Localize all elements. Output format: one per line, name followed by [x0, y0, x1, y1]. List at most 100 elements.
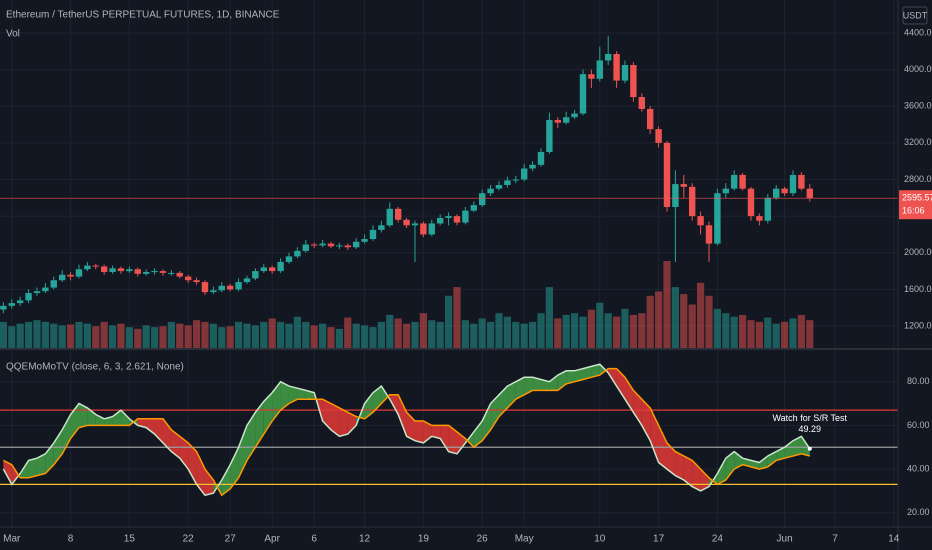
candle-body: [537, 152, 545, 165]
volume-bar: [764, 317, 772, 348]
qqe-fill: [725, 451, 735, 481]
qqe-fill: [347, 412, 357, 435]
x-tick-label: May: [515, 534, 534, 545]
candle-body: [562, 117, 570, 123]
volume-bar: [16, 323, 24, 348]
candle-body: [84, 265, 91, 270]
x-tick-label: 15: [124, 534, 136, 545]
candle-body: [142, 271, 150, 274]
volume-bar: [688, 304, 696, 348]
volume-bar: [528, 321, 537, 348]
candle-body: [663, 142, 671, 207]
volume-bar: [705, 295, 713, 348]
volume-bar: [537, 313, 545, 348]
candle-body: [588, 74, 595, 79]
indicator-title: QQEMoMoTV (close, 6, 3, 2.621, None): [6, 362, 184, 373]
qqe-fill: [759, 455, 768, 470]
volume-bar: [134, 328, 142, 348]
qqe-fill: [700, 469, 709, 491]
y-tick-label: 80.00: [907, 376, 930, 386]
qqe-fill: [146, 418, 155, 435]
qqe-last-point: [807, 446, 812, 451]
volume-bar: [260, 321, 268, 348]
x-tick-label: 12: [359, 534, 371, 545]
qqe-fill: [473, 421, 483, 448]
volume-bar: [579, 316, 587, 348]
axes: 1200.001600.002000.002400.002800.003200.…: [3, 27, 932, 545]
candle-body: [168, 272, 175, 274]
candle-body: [378, 225, 385, 230]
qqe-fill: [616, 368, 625, 400]
volume-bar: [713, 308, 721, 348]
qqe-fill: [11, 464, 21, 485]
candle-body: [798, 174, 805, 189]
qqe-fill: [431, 425, 441, 439]
volume-bar: [83, 323, 91, 348]
candle-body: [781, 188, 788, 194]
y-tick-label: 1600.00: [904, 284, 932, 294]
volume-bar: [638, 313, 646, 348]
x-tick-label: 8: [68, 534, 74, 545]
qqe-fill: [734, 451, 743, 470]
volume-bar: [680, 294, 688, 348]
candle-body: [445, 216, 452, 218]
volume-bar: [218, 327, 226, 348]
x-tick-label: 22: [183, 534, 195, 545]
volume-bar: [428, 320, 436, 348]
candle-body: [344, 245, 351, 248]
countdown: 16:06: [902, 206, 925, 216]
volume-bar: [470, 323, 478, 348]
candle-body: [705, 225, 713, 244]
volume-bar: [402, 323, 411, 348]
candle-body: [42, 287, 49, 292]
volume-bar: [554, 318, 562, 348]
currency: USDT: [903, 10, 928, 20]
candle-body: [67, 274, 74, 277]
qqe-fill: [36, 453, 46, 476]
qqe-fill: [171, 429, 180, 459]
volume-bar: [167, 321, 175, 348]
candle-body: [252, 271, 259, 279]
volume-bar: [394, 318, 402, 348]
volume-bar: [251, 325, 259, 348]
candle-body: [453, 216, 461, 223]
candle-body: [571, 113, 578, 118]
volume-bar: [176, 323, 184, 348]
volume-bar: [192, 320, 201, 348]
volume-bar: [318, 323, 327, 348]
volume-bar: [117, 323, 125, 348]
qqe-fill: [801, 436, 810, 456]
volume-bar: [495, 313, 503, 348]
candle-body: [184, 276, 192, 281]
volume-bar: [587, 309, 595, 348]
y-tick-label: 1200.00: [904, 320, 932, 330]
qqe-fill: [246, 412, 256, 461]
x-tick-label: 17: [653, 534, 665, 545]
x-tick-label: 6: [311, 534, 317, 545]
x-tick-label: 24: [712, 534, 724, 545]
x-tick-label: 27: [225, 534, 237, 545]
candle-body: [201, 282, 209, 293]
candle-body: [428, 223, 435, 235]
qqe-fill: [591, 364, 600, 378]
x-tick-label: 7: [832, 534, 838, 545]
volume-bar: [142, 325, 150, 348]
candle-body: [8, 303, 15, 306]
volume-bar: [352, 323, 360, 348]
volume-bar: [344, 317, 352, 348]
qqe-fill: [515, 377, 525, 400]
candle-body: [369, 229, 377, 240]
volume-bar: [562, 314, 570, 348]
x-tick-label: 19: [418, 534, 430, 545]
volume-bar: [444, 295, 453, 348]
volume-bar: [226, 326, 234, 348]
x-tick-label: 14: [888, 534, 900, 545]
qqe-fill: [792, 436, 802, 456]
qqe-fill: [624, 377, 634, 413]
candle-body: [58, 274, 66, 281]
volume-bar: [604, 313, 612, 348]
candle-body: [512, 179, 519, 181]
candle-body: [730, 174, 738, 189]
volume-bar: [419, 313, 427, 348]
